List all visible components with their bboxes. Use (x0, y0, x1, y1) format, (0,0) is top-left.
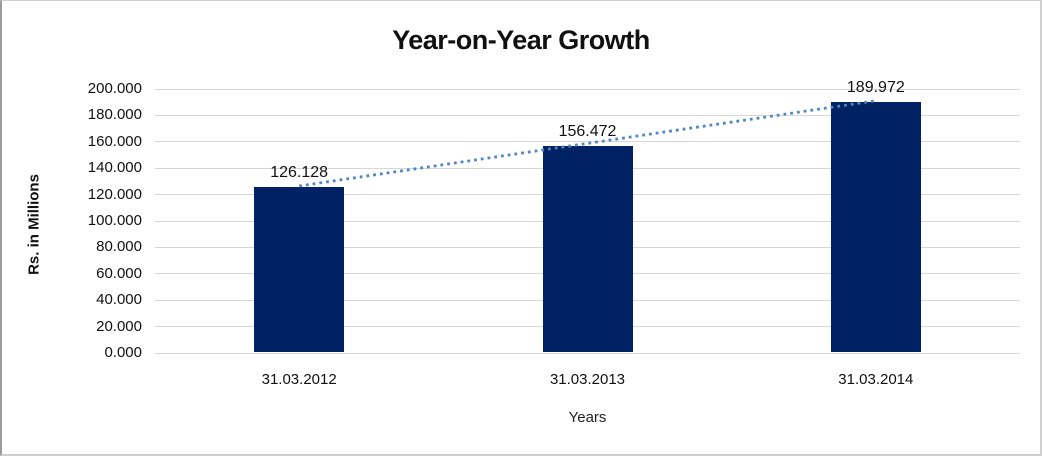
y-tick-label: 20.000 (96, 317, 142, 335)
data-label: 156.472 (558, 123, 617, 141)
y-tick-label: 40.000 (96, 291, 142, 309)
y-tick-label: 200.000 (87, 80, 142, 97)
x-tick-label: 31.03.2014 (838, 371, 914, 388)
y-tick-label: 160.000 (87, 132, 142, 150)
y-tick-label: 140.000 (87, 159, 142, 177)
chart-title: Year-on-Year Growth (392, 25, 650, 55)
y-tick-label: 80.000 (96, 238, 142, 256)
y-tick-label: 60.000 (96, 264, 142, 282)
y-tick-label: 100.000 (87, 212, 142, 229)
y-tick-label: 0.000 (104, 344, 142, 361)
data-label: 189.972 (846, 79, 905, 97)
bar (542, 146, 633, 352)
bar (830, 102, 921, 352)
y-tick-label: 120.000 (87, 185, 142, 203)
x-tick-label: 31.03.2013 (549, 371, 626, 388)
bar (254, 186, 345, 352)
y-tick-label: 180.000 (87, 106, 142, 124)
data-label: 126.128 (270, 163, 329, 181)
y-axis-title: Rs. in Millions (25, 174, 43, 275)
gridline (155, 352, 1020, 354)
x-axis-title: Years (568, 409, 607, 426)
gridline (155, 88, 1020, 90)
x-tick-label: 31.03.2012 (261, 371, 337, 388)
